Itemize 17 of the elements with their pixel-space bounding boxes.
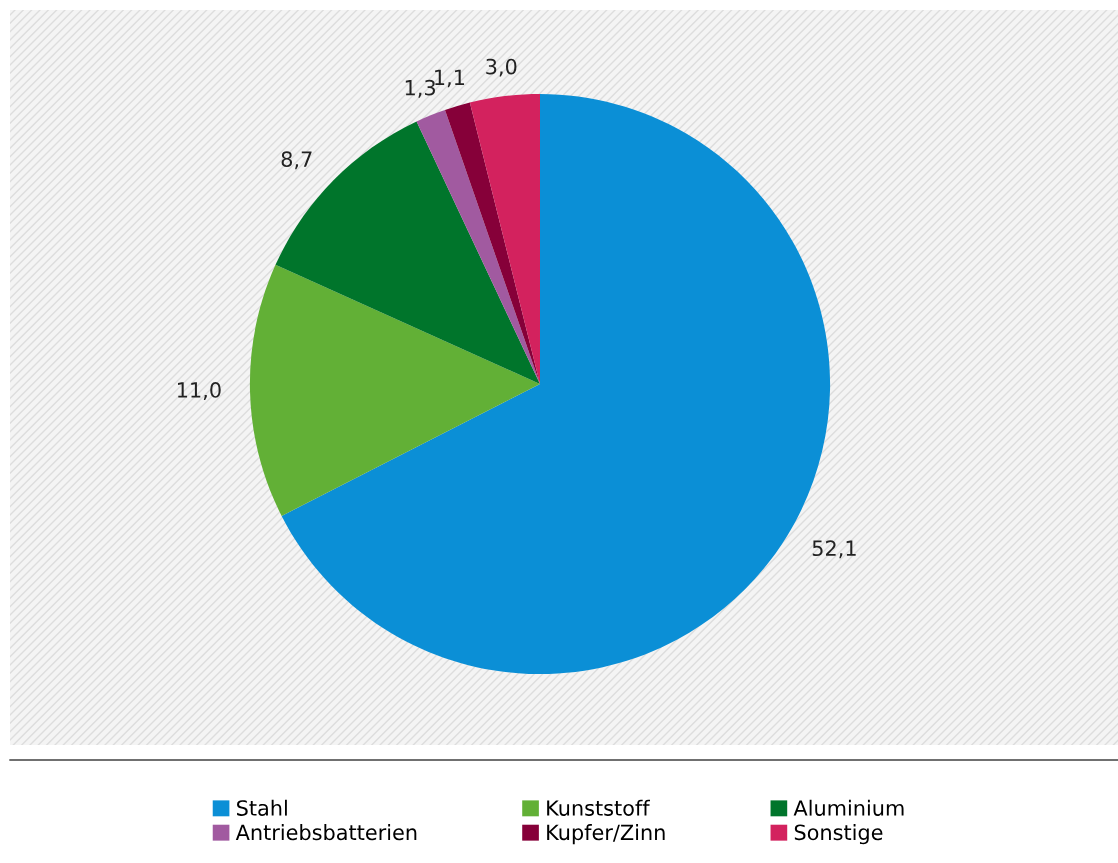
data-label: 1,1	[435, 69, 465, 88]
legend-label: Antriebsbatterien	[235, 824, 417, 841]
pie-slice	[416, 109, 540, 384]
data-label: 3,0	[486, 58, 517, 77]
pie-slice	[249, 264, 540, 516]
pie-slice	[275, 121, 540, 384]
legend-label: Sonstige	[794, 824, 883, 845]
data-label: 1,3	[405, 79, 435, 98]
pie-slice	[444, 102, 540, 384]
legend-label: Kupfer/Zinn	[547, 824, 665, 845]
pie-slice	[469, 93, 540, 384]
legend-label: Kunststoff	[547, 799, 651, 816]
legend-label: Stahl	[237, 799, 287, 816]
data-label: 8,7	[281, 151, 312, 170]
data-label: 52,1	[812, 540, 856, 559]
data-label: 11,0	[178, 382, 221, 400]
legend-label: Aluminium	[793, 799, 904, 816]
